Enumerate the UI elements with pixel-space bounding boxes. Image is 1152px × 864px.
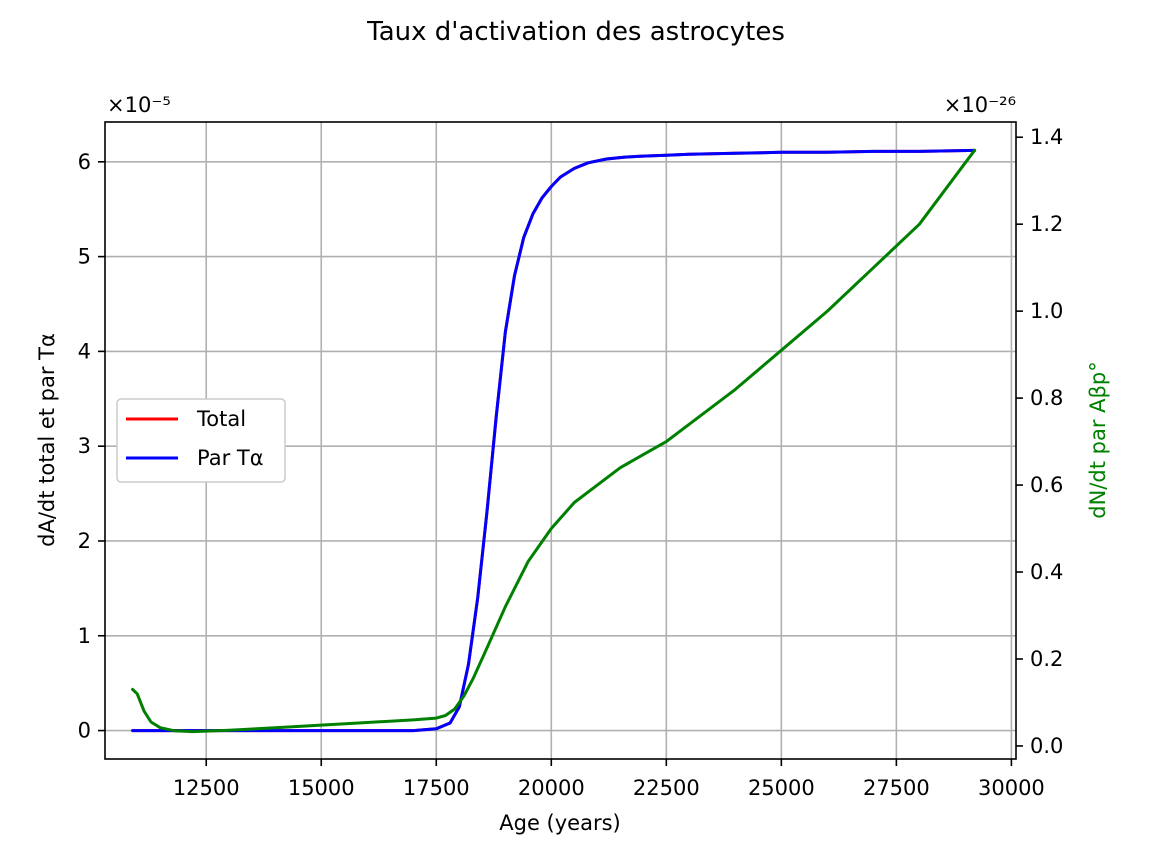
right-axis-multiplier: ×10⁻²⁶ (944, 93, 1016, 117)
x-axis-ticks: 12500 15000 17500 20000 22500 25000 27500 30000 (173, 759, 1045, 800)
y-left-tick-label: 3 (78, 434, 91, 458)
y-right-tick-label: 0.8 (1030, 386, 1063, 410)
y-right-tick-label: 0.4 (1030, 560, 1063, 584)
y-right-axis-ticks: 0.0 0.2 0.4 0.6 0.8 1.0 1.2 1.4 (1016, 125, 1063, 758)
legend-label-total: Total (196, 407, 246, 431)
y-right-tick-label: 0.2 (1030, 647, 1063, 671)
y-right-tick-label: 0.6 (1030, 473, 1063, 497)
series-line-2 (131, 148, 977, 734)
x-tick-label: 15000 (288, 776, 355, 800)
x-tick-label: 22500 (633, 776, 700, 800)
y-left-tick-label: 1 (78, 624, 91, 648)
y-right-axis-label: dN/dt par Aβp° (1086, 361, 1110, 518)
y-left-tick-label: 0 (78, 719, 91, 743)
y-left-tick-label: 5 (78, 245, 91, 269)
y-left-axis-label: dA/dt total et par Tα (35, 333, 59, 547)
y-right-tick-label: 1.2 (1030, 212, 1063, 236)
y-right-tick-label: 0.0 (1030, 734, 1063, 758)
plot-frame (104, 121, 1017, 760)
x-tick-label: 25000 (748, 776, 815, 800)
x-axis-label: Age (years) (499, 811, 620, 835)
series-line-1 (131, 148, 977, 733)
y-left-tick-label: 6 (78, 150, 91, 174)
x-tick-label: 30000 (978, 776, 1045, 800)
x-tick-label: 20000 (518, 776, 585, 800)
x-tick-label: 12500 (173, 776, 240, 800)
x-tick-label: 17500 (403, 776, 470, 800)
y-left-tick-label: 2 (78, 529, 91, 553)
chart-title: Taux d'activation des astrocytes (366, 17, 785, 47)
y-left-tick-label: 4 (78, 339, 91, 363)
legend: Total Par Tα (116, 398, 286, 483)
y-left-axis-ticks: 0 1 2 3 4 5 6 (78, 150, 105, 743)
x-tick-label: 27500 (863, 776, 930, 800)
left-axis-multiplier: ×10⁻⁵ (107, 93, 171, 117)
y-right-tick-label: 1.4 (1030, 125, 1063, 149)
y-right-tick-label: 1.0 (1030, 299, 1063, 323)
series-lines (131, 148, 977, 734)
legend-label-par-t-alpha: Par Tα (197, 446, 264, 470)
